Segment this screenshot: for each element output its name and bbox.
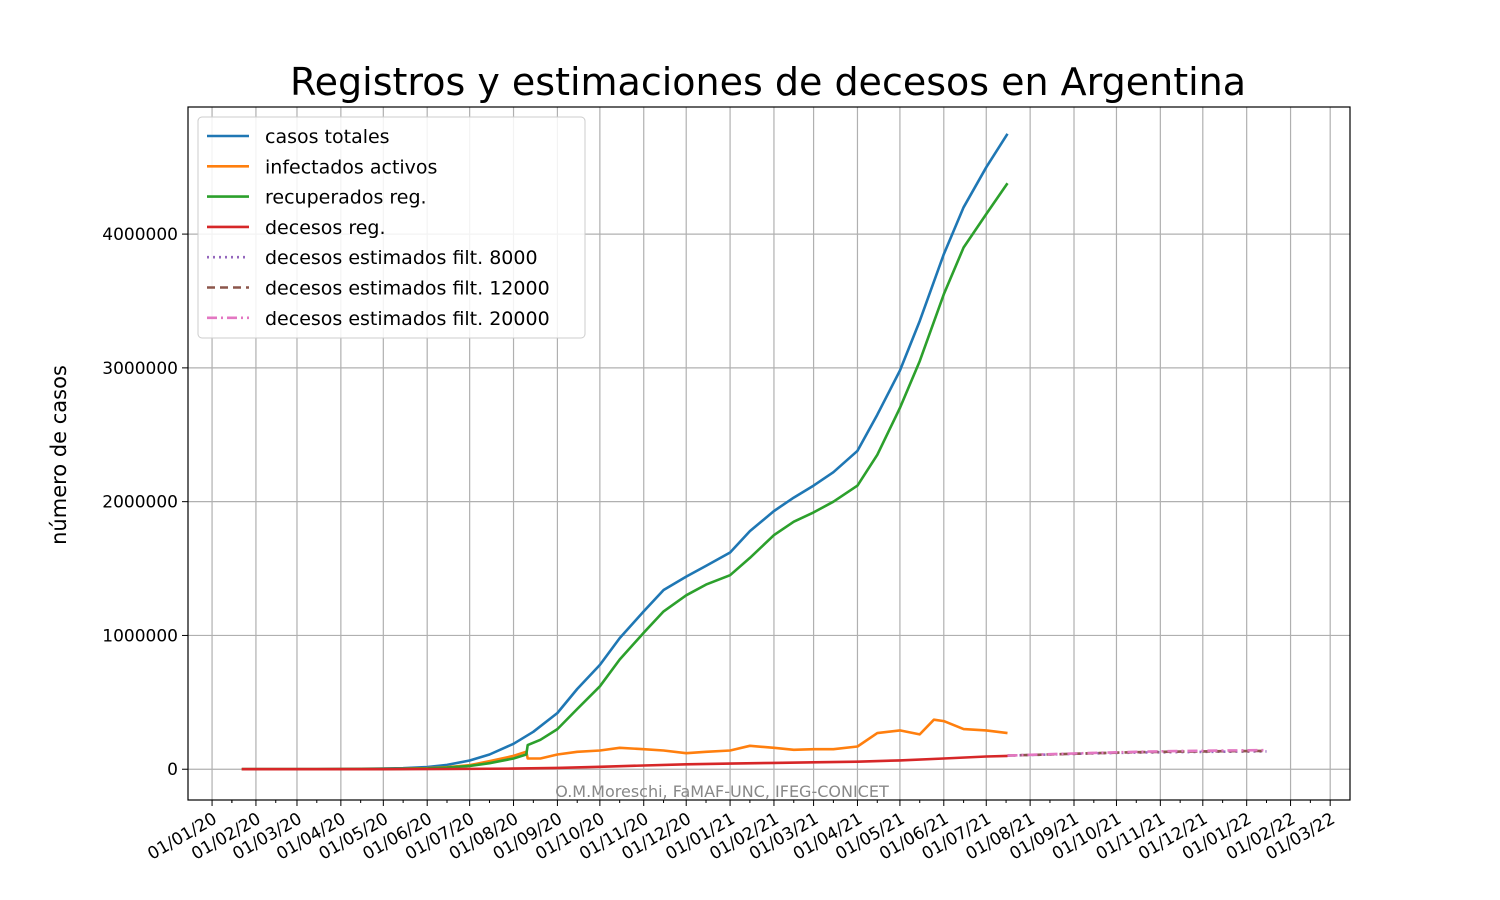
series-line-decesos-reg- [241,754,1008,771]
legend-box [197,116,586,339]
y-tick-label: 0 [167,760,178,780]
legend: casos totales infectados activos recuperad… [197,116,586,339]
plot-frame [187,106,1351,801]
legend-label: decesos estimados filt. 20000 [265,308,550,330]
y-tick-label: 2000000 [102,493,178,513]
legend-label: casos totales [265,126,390,148]
legend-label: decesos reg. [265,217,386,239]
legend-label: decesos estimados filt. 12000 [265,278,550,300]
chart-title: Registros y estimaciones de decesos en A… [290,60,1246,104]
plot-area [241,133,1267,771]
credit-text: O.M.Moreschi, FaMAF-UNC, IFEG-CONICET [555,782,889,801]
x-axis: 01/01/2001/02/2001/03/2001/04/2001/05/20… [144,800,1339,865]
series-line-casos-totales [241,133,1009,771]
y-tick-label: 4000000 [102,225,178,245]
y-axis-label: número de casos [47,365,71,545]
y-tick-label: 3000000 [102,359,178,379]
series-line-decesos-estimados-filt-20000 [1007,748,1267,757]
legend-label: recuperados reg. [265,187,427,209]
y-axis: 0 1000000 2000000 3000000 4000000 [102,225,188,780]
y-tick-label: 1000000 [102,626,178,646]
legend-label: infectados activos [265,156,437,178]
legend-label: decesos estimados filt. 8000 [265,247,538,269]
series-line-recuperados-reg- [241,182,1009,771]
